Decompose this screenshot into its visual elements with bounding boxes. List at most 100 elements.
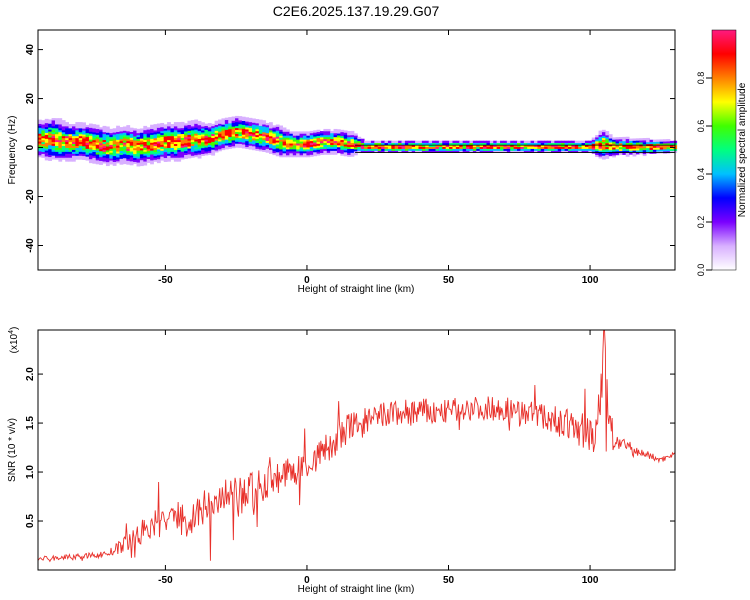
heatmap-cell [241, 146, 246, 149]
heatmap-cell [75, 141, 80, 145]
heatmap-cell [258, 135, 263, 138]
heatmap-cell [187, 132, 192, 135]
heatmap-cell [275, 151, 280, 155]
heatmap-cell [95, 130, 100, 133]
heatmap-cell [214, 120, 219, 124]
heatmap-cell [279, 127, 284, 130]
heatmap-cell [150, 144, 154, 147]
heatmap-cell [51, 139, 56, 142]
heatmap-cell [595, 142, 599, 146]
heatmap-cell [139, 144, 144, 147]
heatmap-cell [323, 140, 328, 144]
heatmap-cell [262, 135, 267, 139]
heatmap-cell [173, 159, 178, 162]
heatmap-cell [394, 144, 399, 147]
heatmap-cell [54, 118, 59, 121]
heatmap-cell [85, 138, 90, 141]
heatmap-cell [517, 142, 521, 146]
heatmap-cell [326, 142, 331, 146]
heatmap-cell [663, 143, 667, 146]
heatmap-cell [167, 131, 171, 135]
heatmap-cell [299, 143, 304, 146]
heatmap-cell [632, 150, 637, 153]
heatmap-cell [231, 118, 236, 121]
heatmap-cell [231, 136, 236, 139]
heatmap-cell [642, 140, 647, 143]
heatmap-cell [58, 137, 63, 141]
heatmap-cell [41, 120, 46, 123]
heatmap-cell [598, 156, 603, 159]
heatmap-cell [302, 141, 307, 144]
heatmap-cell [231, 138, 236, 141]
heatmap-cell [136, 132, 141, 136]
heatmap-cell [201, 126, 205, 129]
heatmap-cell [513, 148, 518, 151]
heatmap-cell [163, 128, 168, 131]
heatmap-cell [224, 127, 229, 130]
heatmap-cell [442, 148, 447, 151]
heatmap-cell [313, 140, 317, 143]
heatmap-cell [126, 152, 131, 155]
heatmap-cell [309, 130, 314, 134]
heatmap-cell [605, 134, 610, 138]
heatmap-cell [177, 127, 182, 131]
heatmap-cell [319, 152, 324, 155]
heatmap-cell [421, 144, 426, 147]
heatmap-cell [455, 148, 460, 151]
heatmap-cell [38, 123, 42, 126]
heatmap-cell [489, 140, 494, 144]
heatmap-cell [241, 136, 246, 139]
heatmap-cell [411, 144, 416, 147]
heatmap-cell [258, 119, 263, 122]
heatmap-cell [360, 142, 365, 146]
heatmap-cell [75, 126, 80, 129]
heatmap-cell [574, 142, 579, 146]
heatmap-cell [211, 135, 216, 138]
heatmap-cell [65, 155, 69, 158]
heatmap-cell [666, 139, 671, 142]
heatmap-cell [445, 146, 450, 149]
heatmap-cell [357, 144, 362, 147]
heatmap-cell [75, 149, 80, 152]
heatmap-cell [228, 138, 233, 141]
heatmap-cell [184, 133, 188, 136]
heatmap-cell [649, 141, 654, 145]
heatmap-cell [313, 134, 317, 137]
heatmap-cell [330, 150, 334, 153]
heatmap-cell [428, 140, 433, 144]
heatmap-cell [224, 117, 229, 121]
heatmap-cell [398, 140, 402, 144]
heatmap-cell [646, 145, 650, 149]
heatmap-cell [612, 139, 616, 142]
heatmap-cell [109, 134, 114, 138]
heatmap-cell [282, 147, 287, 150]
heatmap-cell [394, 148, 399, 151]
heatmap-cell [306, 145, 311, 148]
heatmap-cell [143, 139, 148, 142]
heatmap-cell [194, 143, 199, 146]
heatmap-cell [44, 140, 49, 143]
heatmap-cell [173, 131, 178, 135]
heatmap-cell [238, 143, 243, 146]
heatmap-cell [167, 159, 171, 162]
heatmap-cell [635, 138, 640, 141]
heatmap-cell [143, 149, 148, 152]
heatmap-cell [265, 146, 270, 149]
heatmap-cell [71, 127, 76, 131]
heatmap-cell [170, 147, 175, 150]
heatmap-cell [520, 150, 525, 153]
heatmap-cell [323, 136, 328, 140]
heatmap-cell [605, 136, 610, 140]
heatmap-cell [204, 149, 209, 152]
heatmap-cell [306, 139, 311, 142]
heatmap-cell [584, 146, 589, 149]
heatmap-cell [78, 147, 83, 150]
heatmap-cell [241, 118, 246, 122]
heatmap-cell [469, 148, 474, 151]
heatmap-cell [279, 125, 284, 128]
heatmap-cell [92, 161, 97, 164]
heatmap-cell [367, 142, 372, 146]
heatmap-cell [530, 146, 535, 149]
heatmap-cell [275, 134, 280, 137]
heatmap-cell [122, 161, 127, 165]
